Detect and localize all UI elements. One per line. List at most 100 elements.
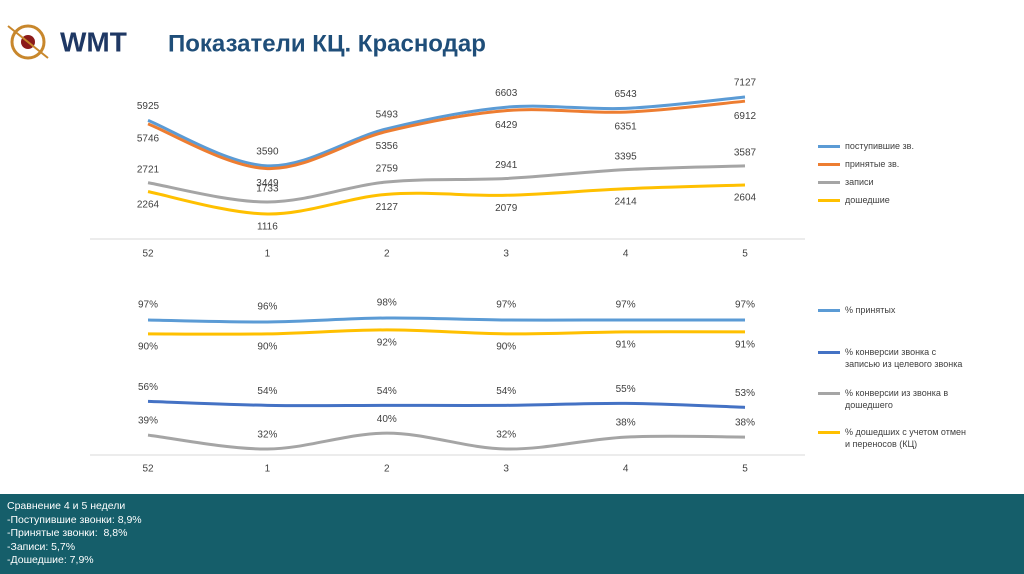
legend-label: % дошедших с учетом отмен и переносов (К… (845, 427, 966, 449)
data-label: 40% (377, 414, 397, 425)
data-label: 6912 (734, 111, 757, 122)
footer-line: -Поступившие звонки: 8,9% (7, 513, 142, 526)
legend-entry: принятые зв. (818, 158, 968, 170)
data-label: 2264 (137, 199, 160, 210)
data-label: 97% (138, 300, 158, 311)
data-label: 2941 (495, 160, 518, 171)
data-label: 92% (377, 338, 397, 349)
data-label: 91% (735, 340, 755, 351)
data-label: 97% (735, 300, 755, 311)
data-label: 2604 (734, 193, 757, 204)
series-line (147, 431, 746, 451)
data-label: 38% (735, 418, 755, 429)
x-tick-label: 1 (265, 464, 271, 475)
data-label: 97% (496, 300, 516, 311)
data-label: 91% (616, 340, 636, 351)
legend-label: принятые зв. (845, 159, 900, 169)
data-label: 1733 (256, 184, 279, 195)
legend-entry: поступившие зв. (818, 140, 968, 152)
data-label: 1116 (257, 222, 278, 233)
legend-label: записи (845, 177, 874, 187)
series-line (147, 316, 745, 324)
data-label: 7127 (734, 78, 757, 89)
data-label: 5356 (376, 141, 399, 152)
data-label: 98% (377, 298, 397, 309)
data-label: 90% (496, 342, 516, 353)
data-label: 5746 (137, 134, 160, 145)
x-tick-label: 4 (623, 249, 629, 260)
legend-label: % принятых (845, 305, 896, 315)
x-tick-label: 4 (623, 464, 629, 475)
data-label: 54% (257, 386, 277, 397)
legend-swatch (818, 309, 840, 312)
data-label: 90% (257, 342, 277, 353)
legend-label: дошедшие (845, 195, 890, 205)
data-label: 3590 (256, 146, 279, 157)
x-tick-label: 1 (265, 249, 271, 260)
series-line (147, 95, 746, 168)
data-label: 2079 (495, 203, 518, 214)
legend-label: поступившие зв. (845, 141, 914, 151)
legend-swatch (818, 199, 840, 202)
x-tick-label: 2 (384, 464, 390, 475)
data-label: 2759 (376, 164, 399, 175)
data-label: 53% (735, 388, 755, 399)
data-label: 5925 (137, 101, 160, 112)
legend-label: % конверсии звонка с записью из целевого… (845, 347, 963, 369)
data-label: 54% (496, 386, 516, 397)
data-label: 6543 (614, 89, 637, 100)
x-tick-label: 5 (742, 249, 748, 260)
data-label: 6351 (614, 122, 637, 133)
data-label: 6603 (495, 88, 518, 99)
x-tick-label: 52 (142, 464, 154, 475)
data-label: 90% (138, 342, 158, 353)
data-label: 3587 (734, 148, 757, 159)
data-label: 3395 (614, 151, 637, 162)
x-tick-label: 52 (142, 249, 154, 260)
legend-entry: % принятых (818, 304, 968, 316)
data-label: 3449 (256, 178, 279, 189)
x-tick-label: 3 (503, 464, 509, 475)
slide-title: Показатели КЦ. Краснодар (168, 30, 486, 57)
legend-swatch (818, 392, 840, 395)
footer-line: -Принятые звонки: 8,8% (7, 527, 128, 539)
legend-entry: % конверсии звонка с записью из целевого… (818, 346, 968, 370)
footer-line: -Записи: 5,7% (7, 540, 76, 553)
legend-swatch (818, 163, 840, 166)
series-line (147, 399, 746, 409)
series-line (147, 328, 746, 336)
footer-line: -Дошедшие: 7,9% (7, 554, 94, 566)
data-label: 97% (616, 300, 636, 311)
legend-swatch (818, 431, 840, 434)
legend-swatch (818, 181, 840, 184)
data-label: 32% (257, 430, 277, 441)
data-label: 54% (377, 386, 397, 397)
data-label: 96% (257, 302, 277, 313)
data-label: 2721 (137, 164, 160, 175)
x-tick-label: 5 (742, 464, 748, 475)
data-label: 55% (616, 384, 636, 395)
series-line (147, 164, 746, 204)
legend-entry: дошедшие (818, 194, 968, 206)
logo-text: WMT (60, 26, 127, 57)
data-label: 32% (496, 430, 516, 441)
data-label: 39% (138, 416, 158, 427)
footer: Сравнение 4 и 5 недели -Поступившие звонк… (0, 494, 1024, 574)
data-label: 5493 (376, 109, 399, 120)
legend-entry: записи (818, 176, 968, 188)
legend-label: % конверсии из звонка в дошедшего (845, 388, 949, 410)
logo-icon (7, 24, 49, 60)
x-tick-label: 3 (503, 249, 509, 260)
chart: WMT Показатели КЦ. Краснодар 52 1 2 3 4 55925… (7, 24, 805, 475)
data-label: 2414 (614, 196, 637, 207)
legend-entry: % дошедших с учетом отмен и переносов (К… (818, 426, 968, 450)
legend-swatch (818, 145, 840, 148)
series-line (147, 183, 746, 216)
legend-entry: % конверсии из звонка в дошедшего (818, 387, 968, 411)
x-tick-label: 2 (384, 249, 390, 260)
data-label: 2127 (376, 202, 399, 213)
series-line (147, 99, 746, 171)
data-label: 6429 (495, 120, 518, 131)
legend-swatch (818, 351, 840, 354)
footer-line: Сравнение 4 и 5 недели (7, 500, 126, 512)
